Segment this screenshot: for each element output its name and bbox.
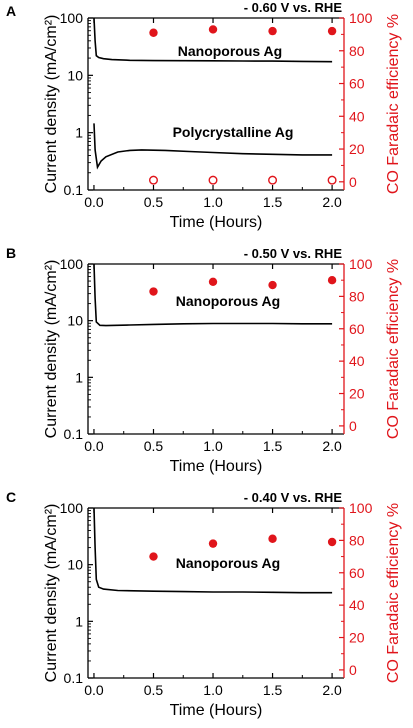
fe-point (149, 287, 158, 296)
fe-point-open (148, 175, 158, 185)
x-axis-label: Time (Hours) (170, 214, 263, 231)
y-right-tick-label: 100 (349, 500, 373, 516)
x-tick-label: 0.0 (84, 438, 104, 454)
x-tick-label: 1.0 (203, 438, 223, 454)
y-right-tick-label: 0 (349, 174, 357, 190)
x-tick-label: 2.0 (322, 194, 342, 210)
fe-point (208, 539, 218, 548)
x-tick-label: 1.5 (263, 682, 283, 698)
y-left-tick-label: 100 (60, 256, 84, 272)
y-right-tick-label: 60 (349, 76, 365, 92)
y-right-tick-label: 60 (349, 321, 365, 337)
y-right-tick-label: 80 (349, 288, 365, 304)
y-right-tick-label: 100 (349, 256, 373, 272)
x-tick-label: 1.5 (263, 194, 283, 210)
y-left-tick-label: 100 (60, 500, 84, 516)
y-axis-label-left: Current density (mA/cm²) (43, 504, 60, 683)
fe-point (327, 275, 337, 285)
x-tick-label: 0.5 (144, 438, 164, 454)
y-axis-label-right: CO Faradaic efficiency % (385, 259, 402, 439)
y-right-tick-label: 40 (349, 353, 365, 369)
annotation-label: Nanoporous Ag (176, 293, 280, 309)
chart-title: - 0.60 V vs. RHE (244, 0, 343, 15)
fe-point-open (208, 175, 218, 185)
y-right-tick-label: 0 (349, 418, 357, 434)
y-left-tick-label: 10 (67, 313, 83, 329)
y-axis-label-right: CO Faradaic efficiency % (385, 14, 402, 194)
y-left-tick-label: 10 (67, 557, 83, 573)
annotation-label: Nanoporous Ag (178, 43, 282, 59)
y-left-tick-label: 10 (67, 67, 83, 83)
x-tick-label: 0.5 (144, 194, 164, 210)
y-axis-label-left: Current density (mA/cm²) (43, 260, 60, 439)
fe-point (327, 26, 337, 36)
y-right-tick-label: 100 (349, 10, 373, 26)
y-right-tick-label: 20 (349, 141, 365, 157)
x-tick-label: 0.0 (84, 682, 104, 698)
y-right-tick-label: 40 (349, 108, 365, 124)
fe-point (268, 26, 277, 36)
chart-title: - 0.50 V vs. RHE (244, 246, 343, 261)
y-right-tick-label: 0 (349, 662, 357, 678)
y-left-tick-label: 1 (75, 613, 83, 629)
y-right-tick-label: 60 (349, 565, 365, 581)
fe-point (327, 537, 337, 547)
y-right-tick-label: 40 (349, 597, 365, 613)
y-left-tick-label: 1 (75, 369, 83, 385)
y-right-tick-label: 80 (349, 532, 365, 548)
fe-point (208, 25, 218, 34)
x-tick-label: 1.0 (203, 194, 223, 210)
current-trace-nanoporous (93, 507, 333, 594)
y-left-tick-label: 0.1 (64, 182, 84, 198)
x-tick-label: 0.5 (144, 682, 164, 698)
chart-title: - 0.40 V vs. RHE (244, 490, 343, 505)
y-axis-label-right: CO Faradaic efficiency % (385, 503, 402, 683)
fe-point-open (268, 175, 278, 185)
current-trace-nanoporous (93, 263, 333, 327)
fe-point (149, 552, 158, 561)
fe-point (208, 277, 218, 287)
x-tick-label: 1.0 (203, 682, 223, 698)
y-right-tick-label: 20 (349, 630, 365, 646)
x-tick-label: 2.0 (322, 438, 342, 454)
current-trace-nanoporous (93, 17, 333, 63)
y-left-tick-label: 0.1 (64, 426, 84, 442)
y-axis-label-left: Current density (mA/cm²) (43, 15, 60, 194)
y-left-tick-label: 1 (75, 125, 83, 141)
fe-point-open (327, 175, 337, 185)
fe-point (268, 534, 277, 543)
x-axis-label: Time (Hours) (170, 458, 263, 475)
fe-point (149, 28, 158, 37)
y-left-tick-label: 100 (60, 10, 84, 26)
y-left-tick-label: 0.1 (64, 670, 84, 686)
x-axis-label: Time (Hours) (170, 702, 263, 719)
panel-label: B (6, 245, 16, 261)
x-tick-label: 2.0 (322, 682, 342, 698)
y-right-tick-label: 20 (349, 386, 365, 402)
current-trace-polycrystalline (93, 123, 333, 170)
panel-label: C (6, 489, 16, 505)
panel-label: A (6, 3, 16, 19)
annotation-label: Polycrystalline Ag (173, 124, 294, 140)
fe-point (268, 280, 277, 290)
y-right-tick-label: 80 (349, 43, 365, 59)
x-tick-label: 1.5 (263, 438, 283, 454)
x-tick-label: 0.0 (84, 194, 104, 210)
annotation-label: Nanoporous Ag (176, 555, 280, 571)
